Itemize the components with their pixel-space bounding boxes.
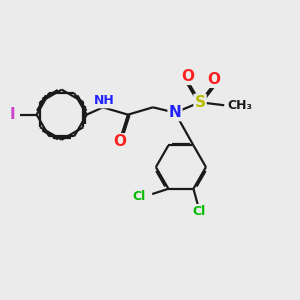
Text: Cl: Cl (133, 190, 146, 203)
Text: Cl: Cl (193, 205, 206, 218)
Text: NH: NH (94, 94, 115, 107)
Text: O: O (181, 69, 194, 84)
Text: O: O (207, 72, 220, 87)
Text: S: S (195, 95, 206, 110)
Text: O: O (113, 134, 127, 149)
Text: I: I (10, 107, 15, 122)
Text: N: N (169, 105, 182, 120)
Text: CH₃: CH₃ (228, 99, 253, 112)
